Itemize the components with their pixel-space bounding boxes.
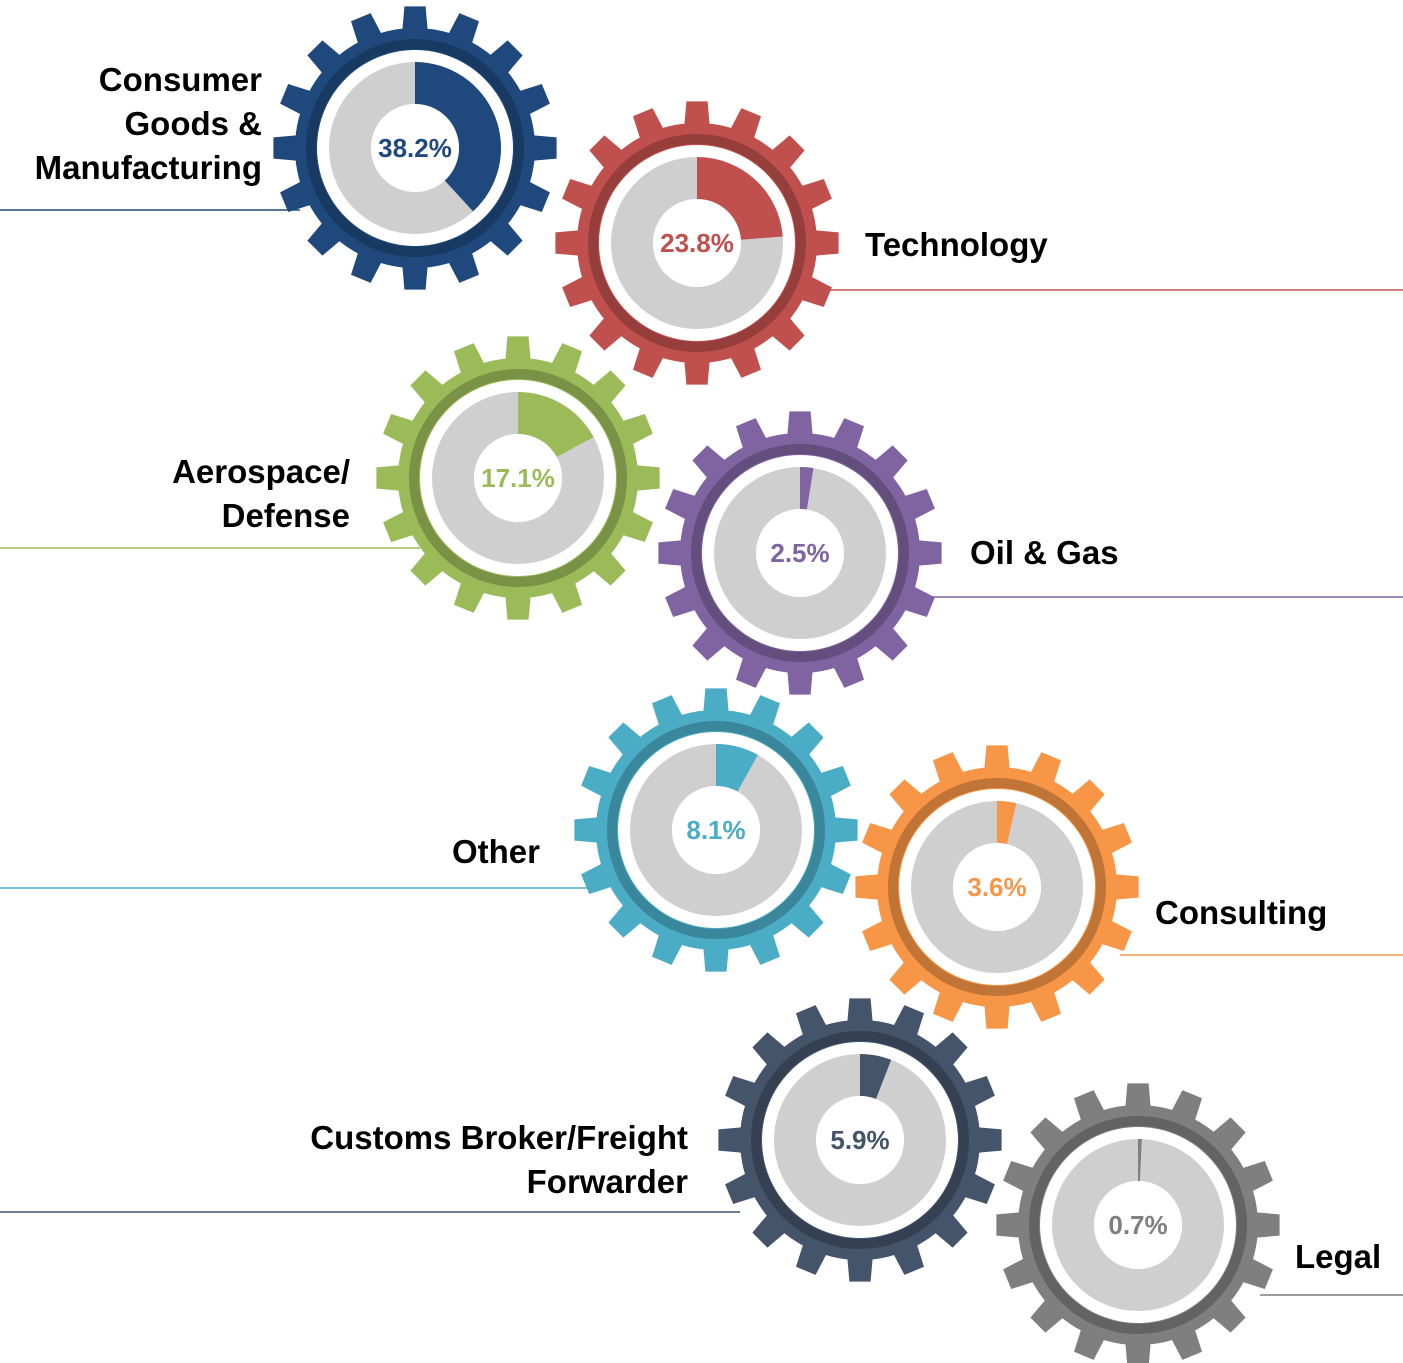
gear: 5.9% (718, 998, 1002, 1282)
value-label: 17.1% (481, 463, 555, 493)
gear: 0.7% (996, 1083, 1280, 1363)
donut-hole (474, 434, 562, 522)
donut-hole (756, 509, 844, 597)
gear-ring (607, 721, 825, 939)
donut-segment (716, 744, 758, 792)
donut-segment (997, 801, 1017, 845)
value-label: 2.5% (770, 538, 829, 568)
gear-ring (1029, 1116, 1247, 1334)
gear-ring (691, 444, 909, 662)
gear: 23.8% (555, 101, 839, 385)
gear: 8.1% (574, 688, 858, 972)
value-label: 3.6% (967, 872, 1026, 902)
gear-ring (588, 134, 806, 352)
gear: 2.5% (658, 411, 942, 695)
gear: 3.6% (855, 745, 1139, 1029)
gear-ring-shade (888, 778, 1106, 996)
donut-segment (518, 392, 594, 458)
donut-segment (415, 62, 502, 212)
gear-ring (409, 369, 627, 587)
gear-ring-shade (588, 134, 806, 352)
value-label: 0.7% (1108, 1210, 1167, 1240)
gear: 17.1% (376, 336, 660, 620)
gear-ring-shade (1029, 1116, 1247, 1334)
donut-hole (816, 1096, 904, 1184)
gear-ring (751, 1031, 969, 1249)
value-label: 23.8% (660, 228, 734, 258)
gear-ring (888, 778, 1106, 996)
category-label: Oil & Gas (970, 534, 1119, 571)
category-label: Technology (865, 226, 1048, 263)
donut-hole (371, 104, 459, 192)
category-label: Aerospace/ Defense (172, 453, 350, 534)
value-label: 5.9% (830, 1125, 889, 1155)
donut-segment (860, 1054, 892, 1099)
donut-hole (672, 786, 760, 874)
gear-ring-shade (306, 39, 524, 257)
donut-segment (800, 467, 814, 510)
gear-ring-shade (691, 444, 909, 662)
donut-hole (953, 843, 1041, 931)
gear-ring (306, 39, 524, 257)
category-label: Consulting (1155, 894, 1328, 931)
gear-ring-shade (409, 369, 627, 587)
gear-ring-shade (607, 721, 825, 939)
category-label: Consumer Goods & Manufacturing (34, 61, 262, 186)
category-label: Other (451, 833, 540, 870)
donut-hole (1094, 1181, 1182, 1269)
donut-hole (653, 199, 741, 287)
donut-segment (1138, 1139, 1142, 1182)
gear-ring-shade (751, 1031, 969, 1249)
value-label: 38.2% (378, 133, 452, 163)
donut-segment (697, 157, 783, 240)
gear: 38.2% (273, 6, 557, 290)
value-label: 8.1% (686, 815, 745, 845)
category-label: Legal (1295, 1238, 1382, 1275)
category-label: Customs Broker/Freight Forwarder (310, 1119, 688, 1200)
